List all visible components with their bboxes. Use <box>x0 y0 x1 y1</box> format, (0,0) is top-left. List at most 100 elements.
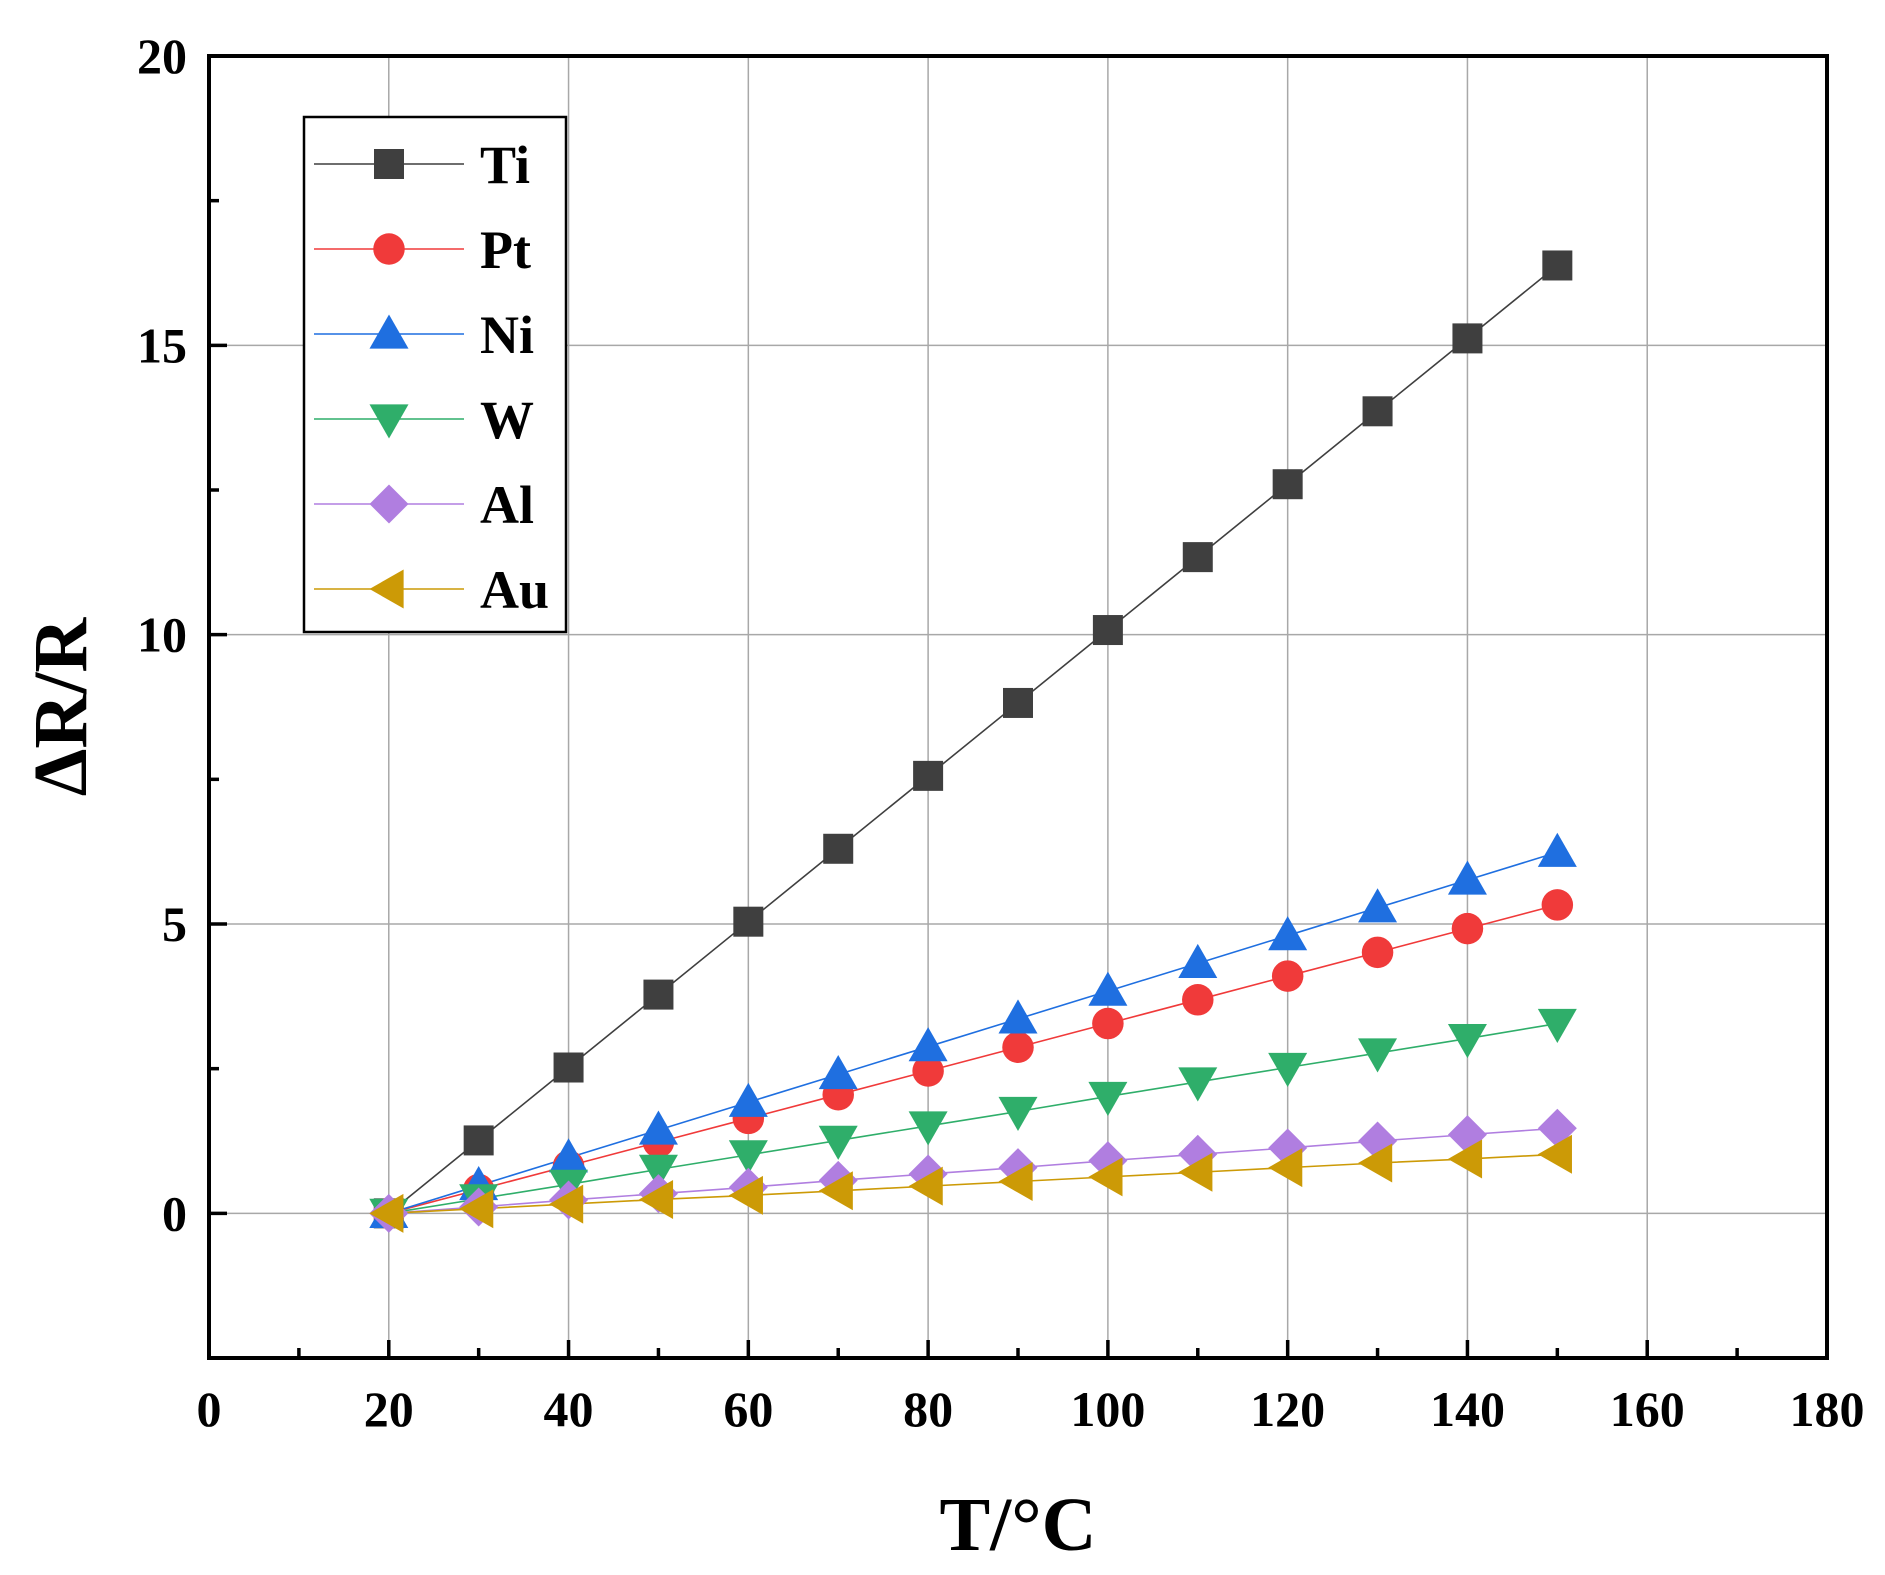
data-point-pt <box>1541 889 1574 921</box>
data-point-au <box>549 1184 584 1224</box>
x-tick-labels: 0 20 40 60 80 100 120 140 160 180 <box>197 1381 1865 1437</box>
data-point-w <box>638 1154 678 1189</box>
data-point-ni <box>1537 832 1577 867</box>
data-point-w <box>998 1096 1038 1131</box>
x-tick-label: 0 <box>197 1381 222 1437</box>
data-point-w <box>1088 1081 1128 1116</box>
legend-label: W <box>480 390 534 450</box>
series-line-ni <box>388 851 1558 1215</box>
y-tick-label: 0 <box>162 1185 187 1241</box>
data-point-au <box>998 1162 1033 1202</box>
x-tick-label: 140 <box>1430 1381 1505 1437</box>
series-line-w <box>388 1022 1558 1215</box>
data-point-au <box>728 1175 763 1215</box>
legend-item-ti: Ti <box>314 135 530 195</box>
data-point-au <box>908 1166 943 1206</box>
y-axis-title: ΔR/R <box>19 617 103 797</box>
legend-marker-diamond <box>369 484 409 524</box>
data-point-ti <box>913 760 944 791</box>
legend-item-al: Al <box>314 475 534 535</box>
data-point-pt <box>1182 984 1214 1016</box>
y-tick-label: 15 <box>137 317 187 373</box>
data-point-ni <box>1447 860 1487 895</box>
x-axis-title: T/°C <box>939 1483 1096 1567</box>
legend-item-w: W <box>314 390 534 450</box>
data-point-ti <box>1003 687 1033 718</box>
data-point-ti <box>823 833 854 864</box>
data-point-au <box>1537 1134 1572 1174</box>
data-point-ti <box>733 906 764 937</box>
legend-item-pt: Pt <box>314 220 531 280</box>
data-point-pt <box>912 1055 944 1087</box>
data-point-pt <box>1451 912 1484 945</box>
data-point-w <box>1178 1067 1218 1102</box>
legend-marker-triangle-down <box>369 404 409 439</box>
data-point-ti <box>643 979 674 1010</box>
legend-label: Ti <box>480 135 530 195</box>
series-points-au <box>369 1134 1572 1233</box>
legend-item-ni: Ni <box>314 305 534 365</box>
data-point-ti <box>1182 542 1213 573</box>
axis-ticks <box>207 54 1829 1360</box>
data-point-au <box>1178 1152 1213 1192</box>
data-point-au <box>1268 1148 1303 1188</box>
data-point-au <box>1088 1157 1123 1197</box>
data-point-au <box>369 1193 404 1233</box>
x-tick-label: 120 <box>1250 1381 1325 1437</box>
data-point-ti <box>1092 615 1123 646</box>
legend-marker-square <box>374 149 404 179</box>
data-point-ti <box>1452 323 1483 354</box>
data-point-w <box>1268 1052 1308 1088</box>
legend-label: Pt <box>480 220 531 280</box>
data-point-w <box>818 1125 858 1160</box>
series-points-ni <box>369 832 1577 1228</box>
data-point-w <box>908 1111 948 1146</box>
data-point-au <box>638 1179 674 1219</box>
data-point-w <box>1537 1008 1577 1044</box>
legend-item-au: Au <box>314 560 549 620</box>
data-point-pt <box>1361 936 1394 969</box>
data-point-ti <box>463 1125 494 1156</box>
data-point-ni <box>998 999 1038 1034</box>
data-point-ni <box>1358 888 1398 923</box>
data-point-ni <box>1268 916 1308 951</box>
y-tick-label: 20 <box>137 28 187 84</box>
data-point-ni <box>1178 943 1218 978</box>
legend: Ti Pt Ni W Al Au <box>302 115 568 634</box>
legend-marker-triangle-up <box>369 314 409 349</box>
data-point-ni <box>728 1082 768 1117</box>
data-point-ni <box>638 1110 678 1145</box>
y-tick-label: 10 <box>137 607 187 663</box>
data-point-ti <box>553 1052 584 1083</box>
x-tick-label: 40 <box>544 1381 594 1437</box>
legend-label: Al <box>480 475 534 535</box>
x-tick-label: 80 <box>903 1381 953 1437</box>
data-point-au <box>1447 1139 1483 1179</box>
data-point-ti <box>1272 469 1303 500</box>
y-tick-labels: 0 5 10 15 20 <box>137 28 187 1241</box>
data-point-au <box>459 1189 494 1229</box>
data-point-au <box>1358 1143 1393 1183</box>
x-tick-label: 180 <box>1790 1381 1865 1437</box>
legend-label: Au <box>480 560 549 620</box>
legend-marker-circle <box>373 233 405 265</box>
x-tick-label: 60 <box>723 1381 773 1437</box>
data-point-w <box>728 1140 768 1175</box>
data-point-w <box>1447 1023 1487 1059</box>
data-point-pt <box>1271 960 1304 992</box>
x-tick-label: 100 <box>1070 1381 1145 1437</box>
series-markers <box>369 250 1577 1233</box>
data-point-ni <box>549 1138 589 1173</box>
data-point-ni <box>908 1027 948 1062</box>
x-tick-label: 20 <box>364 1381 414 1437</box>
data-point-ni <box>818 1054 858 1090</box>
series-points-ti <box>373 250 1573 1229</box>
data-point-pt <box>1092 1007 1124 1040</box>
data-point-ni <box>1088 971 1128 1006</box>
legend-label: Ni <box>480 305 534 365</box>
data-point-ti <box>1362 396 1393 427</box>
data-point-ti <box>1542 250 1573 281</box>
data-point-pt <box>1002 1031 1034 1064</box>
legend-marker-triangle-left <box>369 569 404 609</box>
